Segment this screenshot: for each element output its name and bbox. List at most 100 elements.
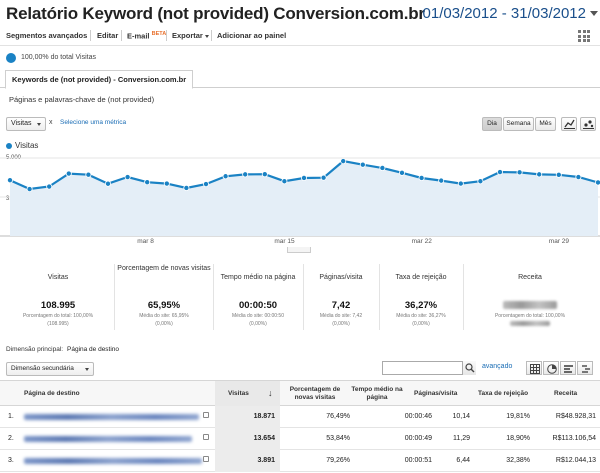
landing-page-link[interactable] bbox=[24, 414, 199, 420]
scorecard-sub: (0,00%) bbox=[249, 321, 267, 327]
chart-point[interactable] bbox=[163, 180, 170, 187]
chart-point[interactable] bbox=[242, 171, 249, 178]
granularity-day-button[interactable]: Dia bbox=[482, 117, 502, 131]
chart-point[interactable] bbox=[359, 161, 366, 168]
tab-keywords-not-provided[interactable]: Keywords de (not provided) - Conversion.… bbox=[5, 70, 194, 89]
chart-point[interactable] bbox=[183, 184, 190, 191]
motion-chart-button[interactable] bbox=[580, 117, 596, 131]
chart-point[interactable] bbox=[340, 158, 347, 165]
chart-point[interactable] bbox=[457, 180, 464, 187]
chart-point[interactable] bbox=[65, 170, 72, 177]
chart-point[interactable] bbox=[477, 178, 484, 185]
chart-point[interactable] bbox=[575, 174, 582, 181]
export-label: Exportar bbox=[172, 31, 203, 40]
scorecard-sub-redacted bbox=[466, 321, 594, 329]
scorecard-pages-visit[interactable]: Páginas/visita 7,42 Média do site: 7,42 … bbox=[304, 258, 378, 338]
external-link-icon[interactable] bbox=[203, 434, 209, 440]
edit-button[interactable]: Editar bbox=[97, 31, 119, 40]
date-range-picker[interactable]: 01/03/2012 - 31/03/2012 bbox=[422, 5, 586, 22]
table-row[interactable]: 2. 13.654 53,84% 00:00:49 11,29 18,90% R… bbox=[0, 428, 600, 450]
chart-point[interactable] bbox=[7, 177, 13, 184]
landing-page-link[interactable] bbox=[24, 458, 202, 464]
landing-page-link[interactable] bbox=[24, 436, 192, 442]
scorecard-revenue[interactable]: Receita Porcentagem do total: 100,00% bbox=[466, 258, 594, 338]
chart-point[interactable] bbox=[496, 169, 503, 176]
chart-point[interactable] bbox=[85, 171, 92, 178]
row-index: 2. bbox=[8, 435, 14, 442]
chart-point[interactable] bbox=[26, 186, 33, 193]
chart-point[interactable] bbox=[438, 177, 445, 184]
column-header-page[interactable]: Página de destino bbox=[24, 390, 80, 397]
granularity-month-button[interactable]: Mês bbox=[535, 117, 556, 131]
chart-point[interactable] bbox=[536, 171, 543, 178]
scorecard-sub: Média do site: 36,27% bbox=[396, 313, 446, 319]
chevron-down-icon[interactable] bbox=[590, 11, 598, 16]
column-header-pages[interactable]: Páginas/visita bbox=[414, 390, 458, 397]
scorecard-sub: Média do site: 65,95% bbox=[139, 313, 189, 319]
column-header-revenue[interactable]: Receita bbox=[554, 390, 578, 397]
chart-point[interactable] bbox=[418, 174, 425, 181]
scorecard-avg-time[interactable]: Tempo médio na página 00:00:50 Média do … bbox=[214, 258, 302, 338]
granularity-week-button[interactable]: Semana bbox=[503, 117, 534, 131]
scorecard-value: 00:00:50 bbox=[238, 300, 278, 311]
cell-new-visits: 76,49% bbox=[326, 413, 350, 420]
pie-chart-icon bbox=[547, 364, 557, 374]
advanced-filter-link[interactable]: avançado bbox=[482, 363, 513, 370]
chart-point[interactable] bbox=[105, 180, 112, 187]
chart-point[interactable] bbox=[202, 181, 209, 188]
scorecard-visits[interactable]: Visitas 108.995 Porcentagem do total: 10… bbox=[6, 258, 110, 338]
chart-point[interactable] bbox=[320, 174, 327, 181]
view-pie-button[interactable] bbox=[543, 361, 559, 375]
cell-revenue: R$12.044,13 bbox=[555, 457, 596, 464]
column-header-time[interactable]: Tempo médio na página bbox=[351, 386, 403, 401]
table-row[interactable]: 3. 3.891 79,26% 00:00:51 6,44 32,38% R$1… bbox=[0, 450, 600, 472]
search-button[interactable] bbox=[462, 361, 476, 375]
chart-point[interactable] bbox=[222, 173, 229, 180]
visits-chart[interactable] bbox=[0, 150, 600, 242]
segment-label: 100,00% do total Visitas bbox=[21, 54, 96, 61]
cell-time: 00:00:51 bbox=[404, 457, 432, 464]
chart-point[interactable] bbox=[124, 174, 131, 181]
chart-point[interactable] bbox=[379, 164, 386, 171]
chart-point[interactable] bbox=[300, 174, 307, 181]
external-link-icon[interactable] bbox=[203, 412, 209, 418]
line-chart-button[interactable] bbox=[561, 117, 577, 131]
view-performance-button[interactable] bbox=[560, 361, 576, 375]
chart-point[interactable] bbox=[281, 178, 288, 185]
secondary-dimension-select[interactable]: Dimensão secundária bbox=[6, 362, 94, 376]
table-row[interactable]: 1. 18.871 76,49% 00:00:46 10,14 19,81% R… bbox=[0, 406, 600, 428]
toolbar-divider bbox=[166, 30, 167, 41]
toolbar-divider bbox=[121, 30, 122, 41]
chart-point[interactable] bbox=[398, 169, 405, 176]
export-button[interactable]: Exportar bbox=[172, 31, 209, 40]
view-table-button[interactable] bbox=[526, 361, 542, 375]
chart-resize-handle[interactable] bbox=[287, 247, 311, 253]
column-header-visits[interactable]: Visitas bbox=[228, 390, 249, 397]
cell-pages: 10,14 bbox=[452, 413, 470, 420]
email-button[interactable]: E-mail BETA bbox=[127, 31, 166, 41]
legend-marker bbox=[6, 143, 12, 149]
x-tick-label: mar 8 bbox=[137, 238, 154, 245]
scorecard-sub: (0,00%) bbox=[412, 321, 430, 327]
chart-point[interactable] bbox=[46, 183, 53, 190]
cell-visits: 3.891 bbox=[257, 457, 275, 464]
advanced-segments-button[interactable]: Segmentos avançados bbox=[6, 31, 88, 40]
external-link-icon[interactable] bbox=[203, 456, 209, 462]
scorecard-bounce-rate[interactable]: Taxa de rejeição 36,27% Média do site: 3… bbox=[380, 258, 462, 338]
column-header-new-visits[interactable]: Porcentagem de novas visitas bbox=[289, 386, 341, 401]
select-metric-link[interactable]: Selecione uma métrica bbox=[60, 119, 127, 126]
chart-point[interactable] bbox=[595, 179, 600, 186]
chart-point[interactable] bbox=[144, 179, 151, 186]
bar-list-icon bbox=[564, 365, 573, 373]
chart-point[interactable] bbox=[516, 169, 523, 176]
grid-view-icon[interactable] bbox=[578, 30, 590, 42]
primary-dimension-value[interactable]: Página de destino bbox=[67, 346, 120, 353]
view-comparison-button[interactable] bbox=[577, 361, 593, 375]
metric-select[interactable]: Visitas bbox=[6, 117, 46, 131]
chart-area-fill bbox=[10, 161, 598, 236]
scorecard-new-visits[interactable]: Porcentagem de novas visitas 65,95% Médi… bbox=[116, 258, 212, 338]
chart-point[interactable] bbox=[261, 171, 268, 178]
chart-point[interactable] bbox=[555, 171, 562, 178]
add-to-dashboard-button[interactable]: Adicionar ao painel bbox=[217, 31, 287, 40]
column-header-bounce[interactable]: Taxa de rejeição bbox=[478, 390, 529, 397]
